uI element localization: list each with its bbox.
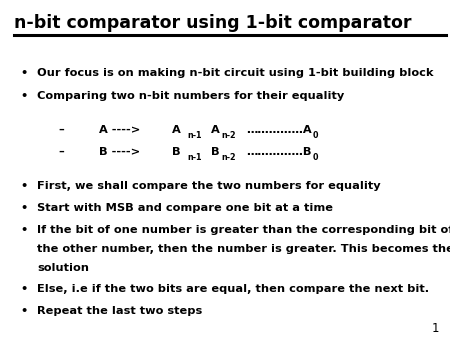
Text: Else, i.e if the two bits are equal, then compare the next bit.: Else, i.e if the two bits are equal, the… (37, 284, 429, 294)
Text: n-2: n-2 (222, 131, 237, 140)
Text: –: – (58, 147, 64, 157)
Text: n-2: n-2 (222, 153, 237, 162)
Text: •: • (20, 225, 27, 235)
Text: If the bit of one number is greater than the corresponding bit of: If the bit of one number is greater than… (37, 225, 450, 235)
Text: the other number, then the number is greater. This becomes the: the other number, then the number is gre… (37, 244, 450, 254)
Text: •: • (20, 181, 27, 191)
Text: B: B (164, 147, 181, 157)
Text: ……………B: ……………B (246, 147, 312, 157)
Text: Repeat the last two steps: Repeat the last two steps (37, 306, 202, 316)
Text: First, we shall compare the two numbers for equality: First, we shall compare the two numbers … (37, 181, 381, 191)
Text: Our focus is on making n-bit circuit using 1-bit building block: Our focus is on making n-bit circuit usi… (37, 68, 433, 78)
Text: A ---->: A ----> (99, 125, 140, 135)
Text: solution: solution (37, 263, 89, 273)
Text: B: B (207, 147, 220, 157)
Text: –: – (58, 125, 64, 135)
Text: 0: 0 (313, 153, 318, 162)
Text: •: • (20, 68, 27, 78)
Text: 1: 1 (431, 322, 439, 335)
Text: •: • (20, 203, 27, 213)
Text: B ---->: B ----> (99, 147, 140, 157)
Text: A: A (164, 125, 181, 135)
Text: n-1: n-1 (188, 153, 202, 162)
Text: 0: 0 (313, 131, 318, 140)
Text: •: • (20, 306, 27, 316)
Text: •: • (20, 91, 27, 101)
Text: n-1: n-1 (188, 131, 202, 140)
Text: A: A (207, 125, 220, 135)
Text: •: • (20, 284, 27, 294)
Text: n-bit comparator using 1-bit comparator: n-bit comparator using 1-bit comparator (14, 14, 411, 31)
Text: ……………A: ……………A (246, 125, 312, 135)
Text: Start with MSB and compare one bit at a time: Start with MSB and compare one bit at a … (37, 203, 333, 213)
Text: Comparing two n-bit numbers for their equality: Comparing two n-bit numbers for their eq… (37, 91, 344, 101)
